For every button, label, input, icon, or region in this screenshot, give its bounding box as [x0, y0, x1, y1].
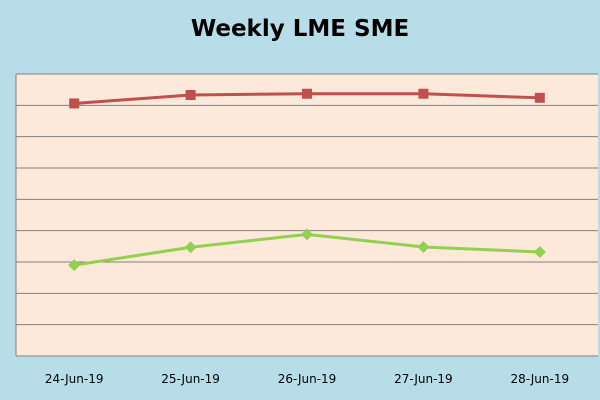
data-point [68, 259, 81, 272]
x-tick-label: 25-Jun-19 [161, 372, 220, 386]
data-point [184, 241, 197, 254]
data-point [302, 88, 312, 99]
x-tick-label: 24-Jun-19 [45, 372, 104, 386]
data-point [185, 89, 196, 100]
data-point [533, 245, 546, 258]
plot-area [16, 74, 598, 356]
data-point [69, 98, 80, 109]
x-tick-label: 26-Jun-19 [278, 372, 337, 386]
chart-title: Weekly LME SME [190, 16, 410, 42]
x-tick-label: 27-Jun-19 [394, 372, 453, 386]
data-point [417, 240, 430, 253]
x-tick-label: 28-Jun-19 [510, 372, 569, 386]
data-point [301, 228, 313, 241]
data-point [534, 92, 545, 103]
data-point [418, 88, 429, 99]
